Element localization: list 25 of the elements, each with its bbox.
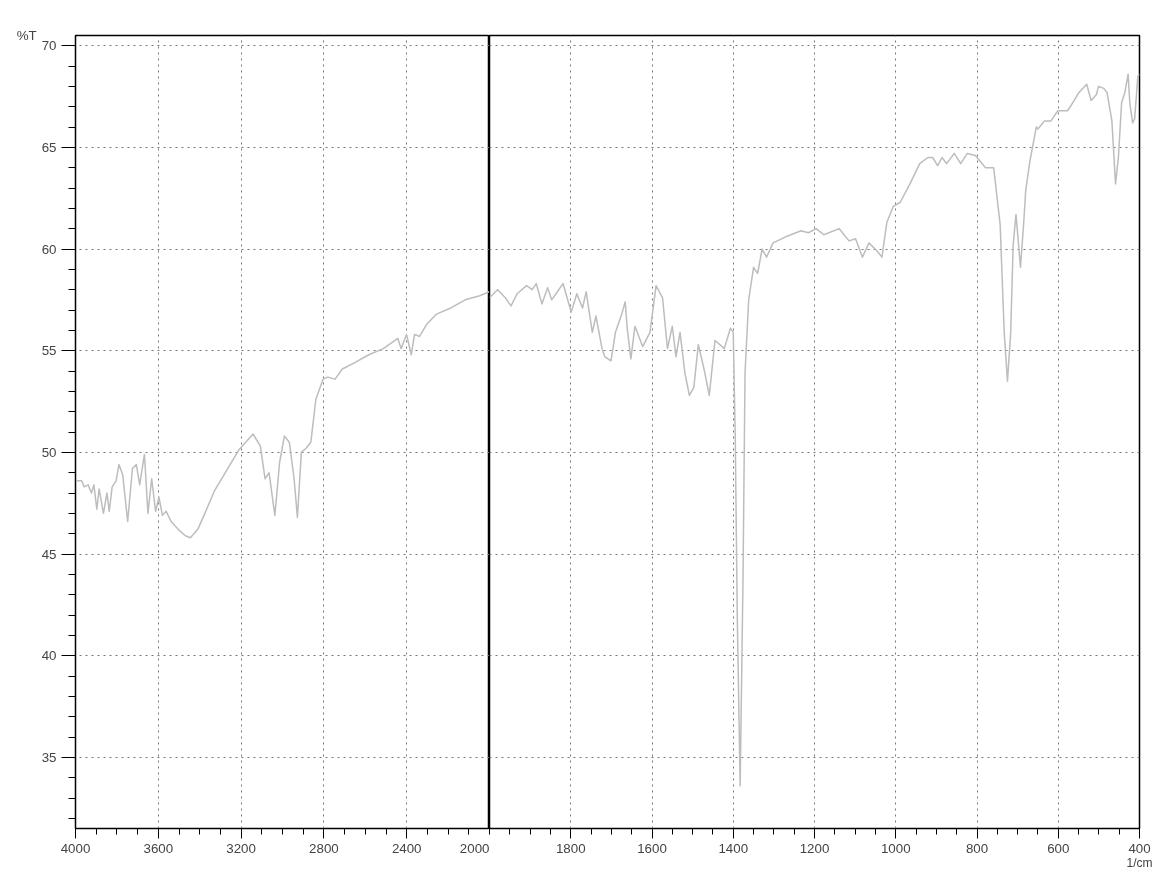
- x-axis-title: 1/cm: [1126, 855, 1153, 870]
- x-tick-label: 1200: [799, 840, 830, 856]
- line-series: [75, 290, 489, 539]
- x-tick-label: 1600: [637, 840, 667, 856]
- y-tick-label: 35: [41, 749, 57, 765]
- y-tick-label: 40: [41, 648, 57, 664]
- x-tick-label: 4000: [60, 840, 91, 856]
- y-axis-title: %T: [16, 28, 37, 43]
- x-tick-label: 1000: [880, 840, 911, 856]
- y-tick-label: 60: [41, 241, 57, 257]
- x-tick-label: 1400: [718, 840, 749, 856]
- x-tick-label: 800: [965, 840, 989, 856]
- x-tick-label: 3600: [143, 840, 174, 856]
- x-tick-label: 2400: [391, 840, 422, 856]
- y-tick-label: 50: [41, 444, 57, 460]
- y-tick-label: 45: [41, 546, 57, 562]
- x-tick-label: 2800: [309, 840, 339, 856]
- x-tick-label: 3200: [226, 840, 256, 856]
- x-tick-label: 2000: [459, 840, 490, 856]
- x-tick-label: 1800: [555, 840, 586, 856]
- y-tick-label: 70: [41, 38, 57, 54]
- y-tick-label: 55: [41, 343, 57, 359]
- x-tick-label: 600: [1047, 840, 1070, 856]
- y-tick-label: 65: [41, 139, 57, 155]
- x-tick-label: 400: [1128, 840, 1151, 856]
